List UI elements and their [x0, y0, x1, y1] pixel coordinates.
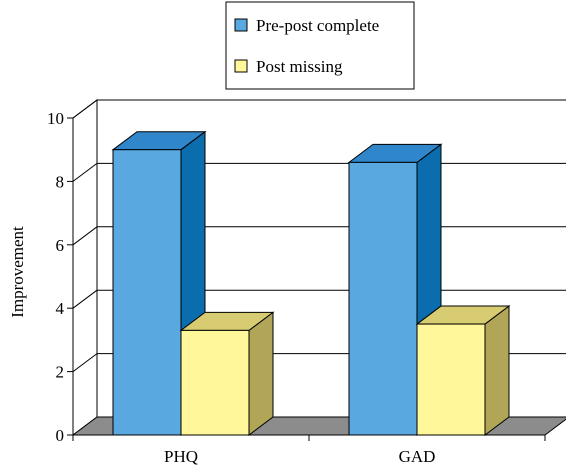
- legend-box: [225, 1, 415, 90]
- gridline-left: [72, 353, 98, 373]
- y-tick-label: 8: [56, 172, 65, 191]
- y-axis-title: Improvement: [8, 226, 27, 318]
- bar: [112, 149, 182, 436]
- gridline-left: [72, 289, 98, 309]
- left-wall: [72, 99, 98, 436]
- y-tick-label: 0: [56, 426, 65, 445]
- y-tick-label: 4: [56, 299, 65, 318]
- legend-swatch: [234, 59, 248, 73]
- legend-label: Pre-post complete: [256, 16, 379, 35]
- x-tick-label: GAD: [399, 447, 436, 466]
- gridline-left: [72, 162, 98, 182]
- bar: [348, 161, 418, 436]
- y-tick-label: 10: [47, 109, 64, 128]
- bar: [416, 323, 486, 436]
- y-tick-label: 6: [56, 236, 65, 255]
- y-tick-label: 2: [56, 363, 65, 382]
- bar: [180, 329, 250, 436]
- bar-side: [248, 311, 274, 436]
- bar-side: [484, 305, 510, 436]
- gridline-left: [72, 226, 98, 246]
- x-tick-label: PHQ: [164, 447, 198, 466]
- legend-label: Post missing: [256, 57, 343, 76]
- gridline-left: [72, 99, 98, 119]
- legend-swatch: [234, 18, 248, 32]
